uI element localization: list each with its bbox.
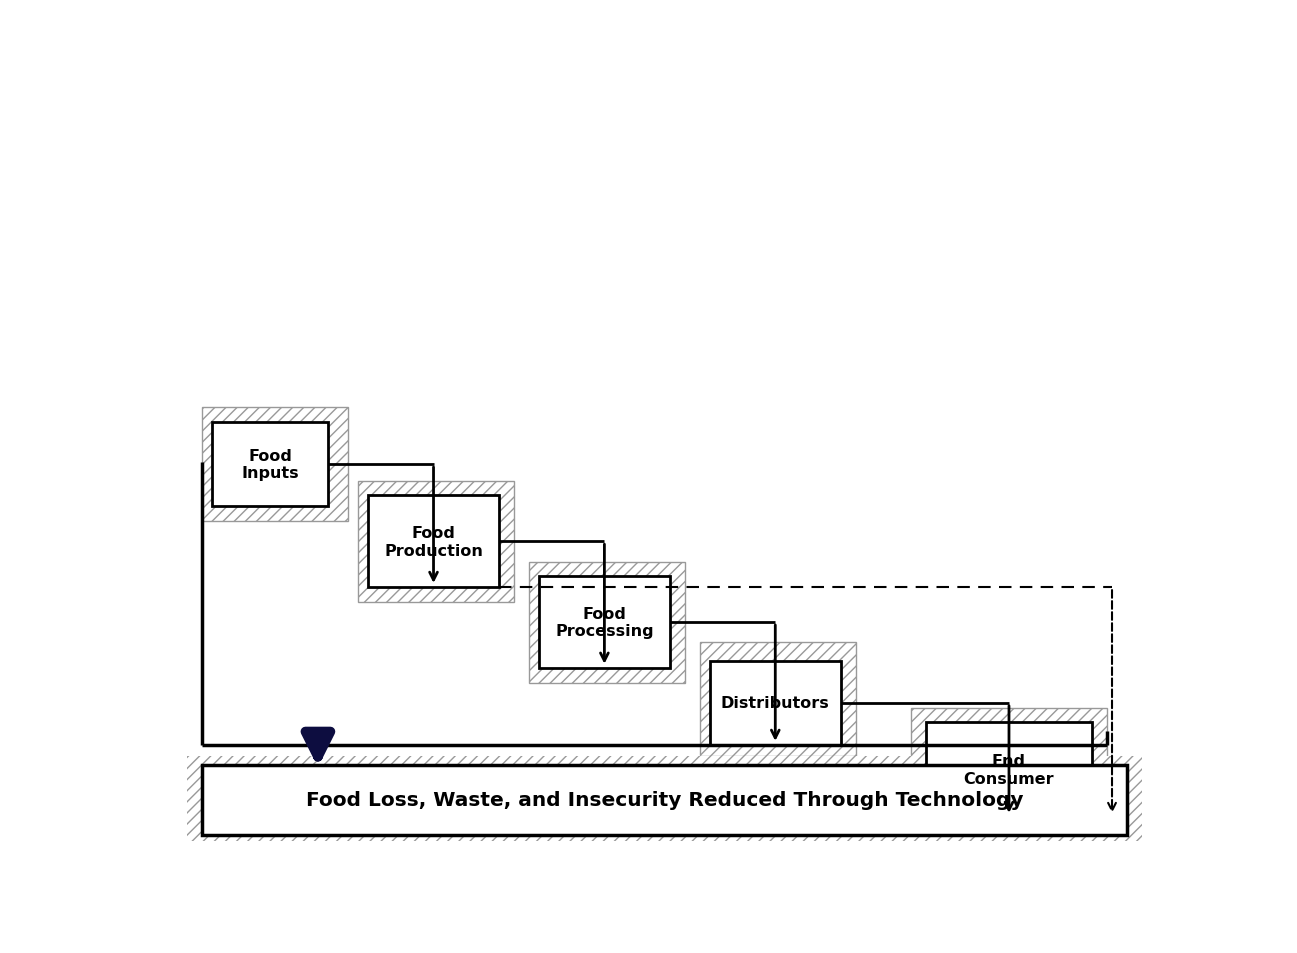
Bar — [709, 661, 840, 745]
Bar — [910, 709, 1106, 830]
Bar — [187, 757, 1143, 841]
Text: End
Consumer: End Consumer — [964, 754, 1054, 786]
Bar — [358, 481, 514, 602]
Bar — [529, 562, 685, 683]
Text: Distributors: Distributors — [721, 696, 830, 711]
Bar — [213, 422, 328, 507]
Text: Food
Inputs: Food Inputs — [241, 449, 300, 481]
Bar — [926, 722, 1092, 818]
Bar — [700, 642, 856, 757]
Text: Food
Production: Food Production — [384, 526, 482, 558]
Text: Food
Processing: Food Processing — [555, 606, 654, 639]
Bar — [368, 496, 499, 588]
Bar — [202, 408, 348, 521]
Bar — [202, 765, 1127, 835]
Bar — [540, 577, 669, 668]
Text: Food Loss, Waste, and Insecurity Reduced Through Technology: Food Loss, Waste, and Insecurity Reduced… — [306, 791, 1023, 810]
